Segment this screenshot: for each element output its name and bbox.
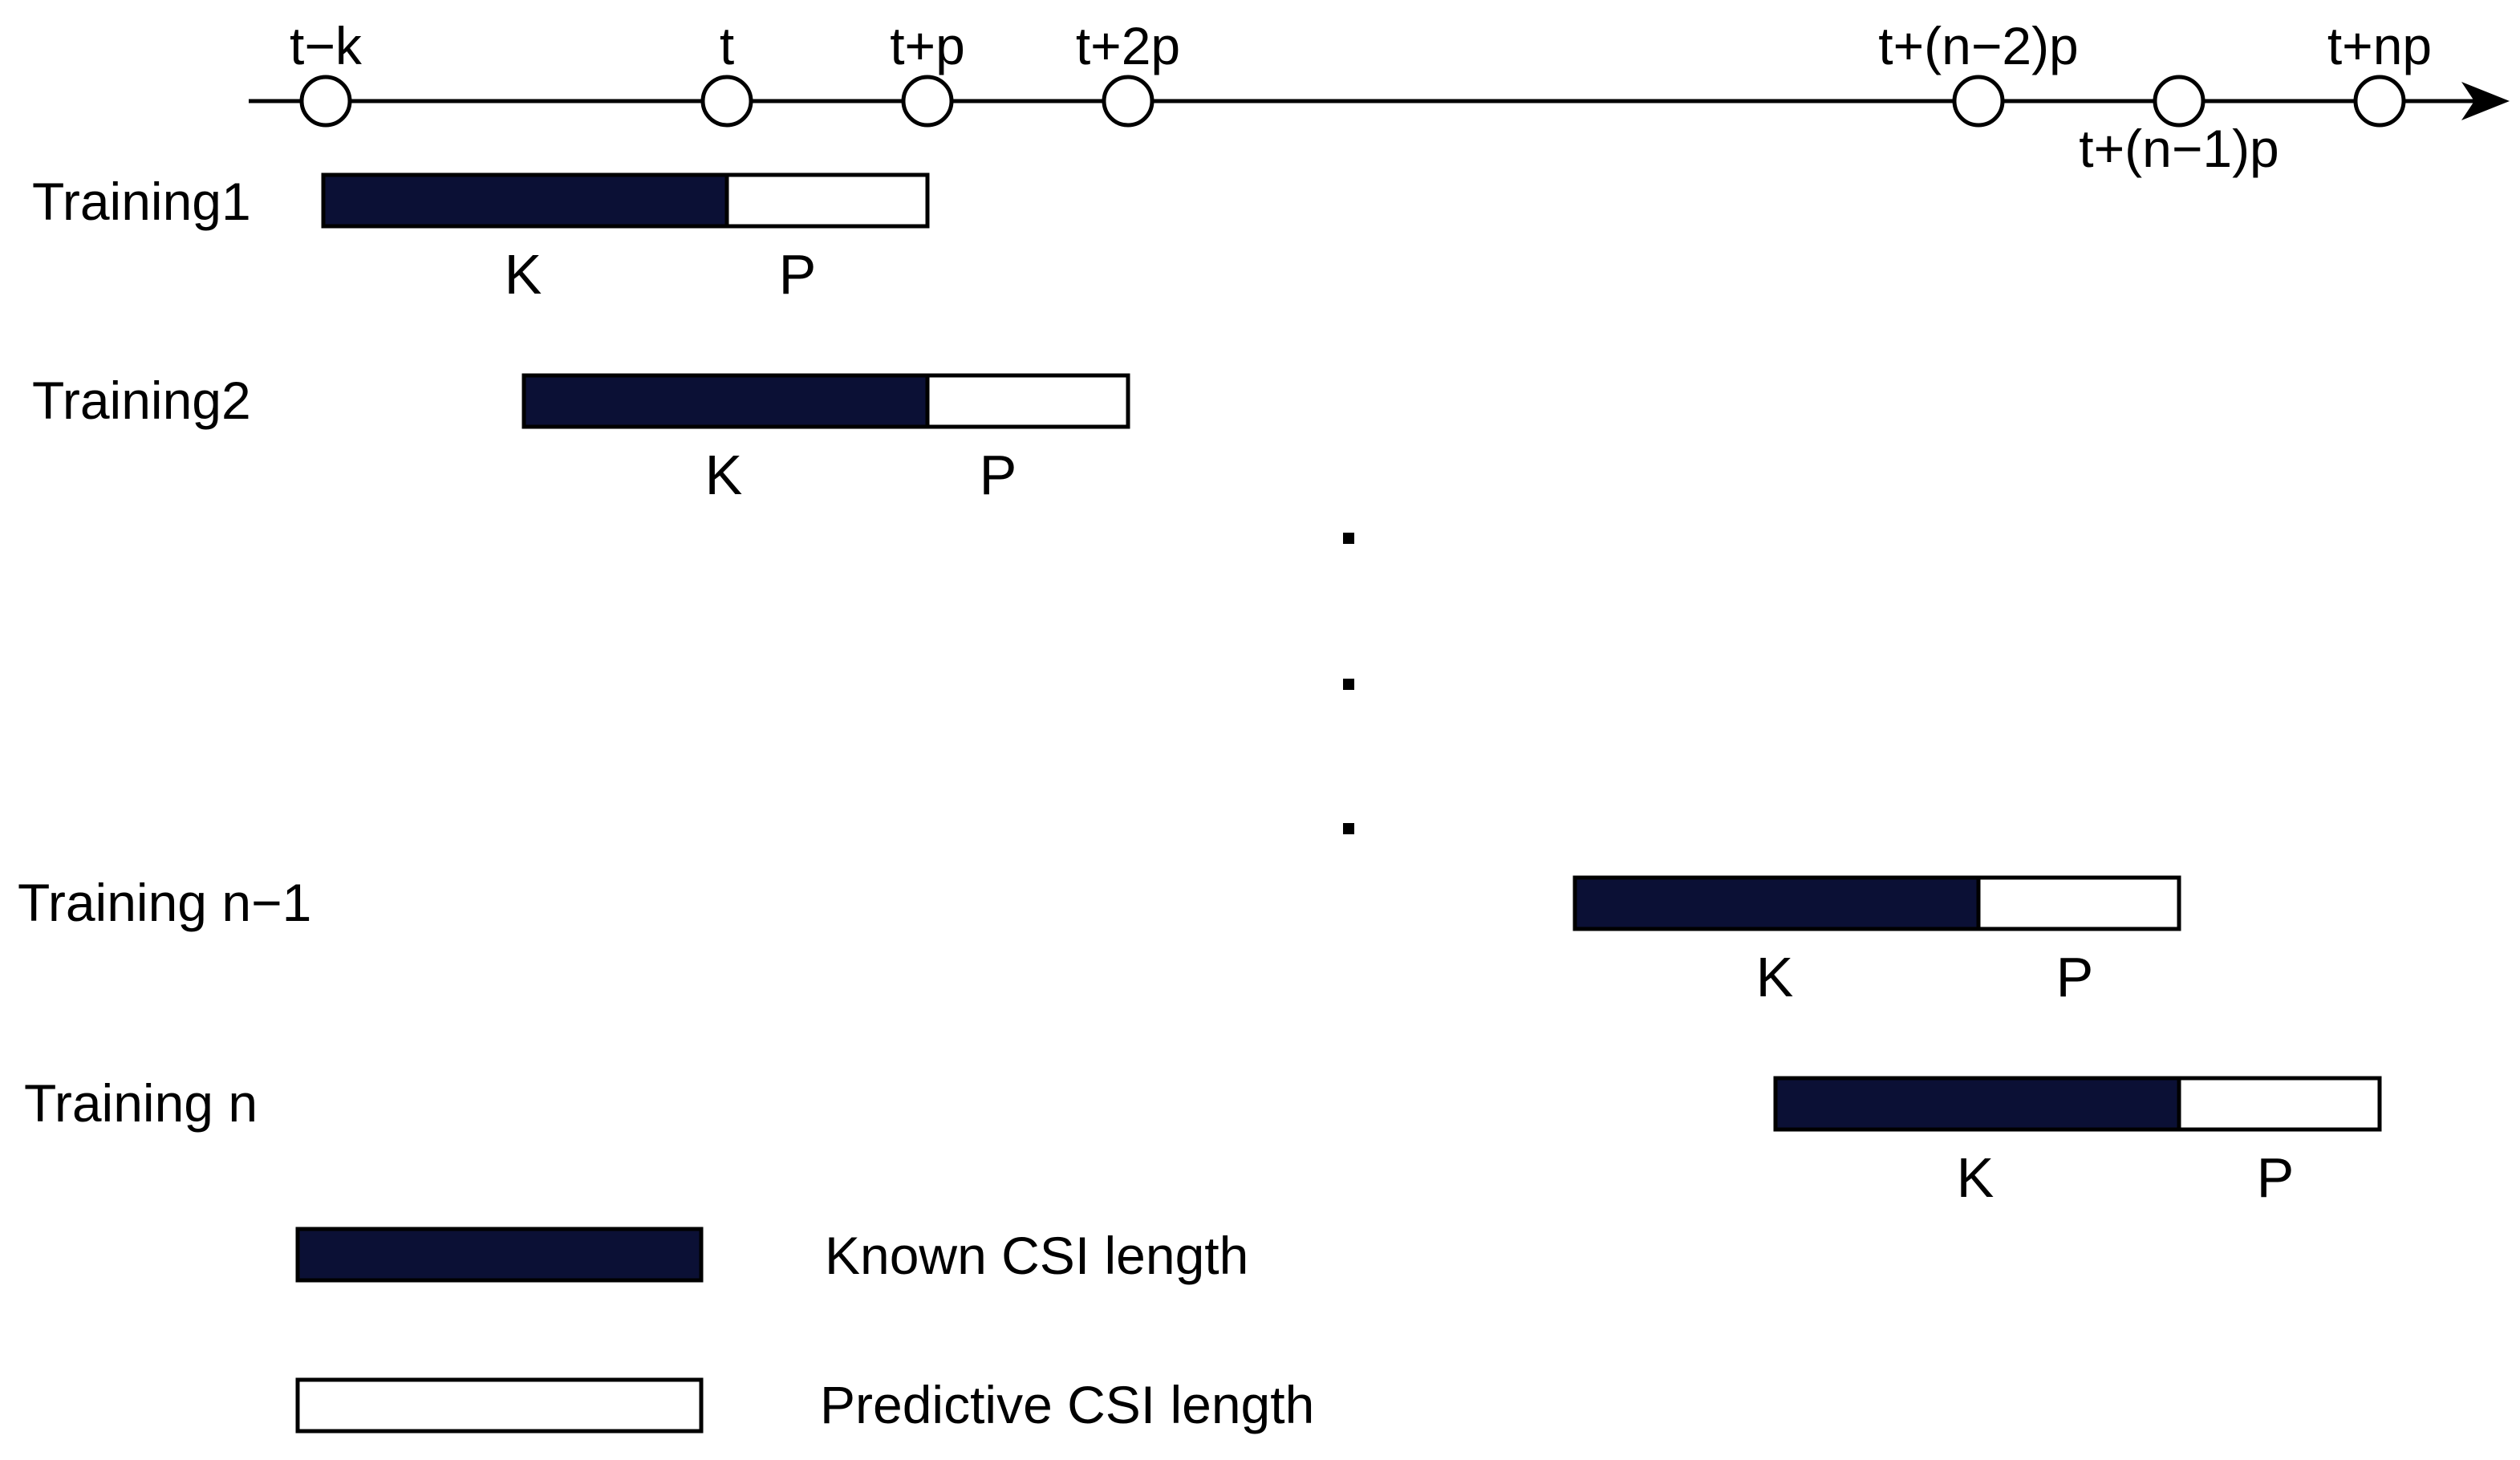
predictive-label: P [2257,1146,2295,1209]
legend-item-known: Known CSI length [295,1226,1248,1285]
known-label: K [1957,1146,1994,1209]
timeline-tick: t−k [290,16,363,128]
timeline: t−k t t+p t+2p t+(n−2)p t+(n−1)p t+np [249,16,2510,178]
tick-marker [1102,75,1154,128]
legend-swatch-known [295,1227,704,1283]
tick-marker [2353,75,2406,128]
training-row: Training n−1 K P [18,873,2181,1008]
known-segment [321,172,729,229]
training-row: Training2 K P [32,371,1130,506]
timeline-tick: t [700,16,753,128]
training-row: Training n K P [24,1073,2382,1209]
legend-label-predictive: Predictive CSI length [820,1375,1314,1434]
known-label: K [505,243,542,306]
ellipsis-dot [1343,533,1354,544]
tick-marker [2153,75,2206,128]
predictive-segment [2177,1076,2382,1132]
timeline-arrowhead [2461,82,2510,120]
tick-label: t+(n−1)p [2079,119,2279,178]
training-label: Training n−1 [18,873,311,932]
predictive-segment [925,373,1130,429]
timeline-tick: t+(n−2)p [1878,16,2079,128]
known-segment [1572,875,1981,931]
known-segment [521,373,930,429]
known-label: K [1756,946,1794,1008]
legend-label-known: Known CSI length [825,1226,1248,1285]
timeline-tick: t+2p [1076,16,1180,128]
legend: Known CSI length Predictive CSI length [295,1226,1314,1434]
tick-label: t−k [290,16,363,75]
predictive-label: P [980,444,1017,506]
timeline-tick: t+(n−1)p [2079,75,2279,178]
training-label: Training n [24,1073,258,1133]
legend-swatch-predictive [295,1377,704,1434]
tick-marker [700,75,753,128]
tick-marker [901,75,954,128]
known-label: K [705,444,743,506]
ellipsis-dot [1343,679,1354,690]
training-label: Training1 [32,172,251,231]
predictive-segment [724,172,930,229]
tick-label: t+p [890,16,965,75]
legend-item-predictive: Predictive CSI length [295,1375,1314,1434]
tick-label: t+np [2327,16,2432,75]
predictive-label: P [779,243,817,306]
training-label: Training2 [32,371,251,430]
predictive-label: P [2056,946,2094,1008]
tick-marker [1952,75,2005,128]
training-row: Training1 K P [32,172,930,306]
timeline-tick: t+p [890,16,965,128]
tick-label: t [720,16,734,75]
tick-marker [299,75,352,128]
vertical-ellipsis: ... [1343,533,1354,834]
known-segment [1773,1076,2181,1132]
tick-label: t+(n−2)p [1878,16,2079,75]
timeline-tick: t+np [2327,16,2432,128]
tick-label: t+2p [1076,16,1180,75]
predictive-segment [1976,875,2181,931]
ellipsis-dot [1343,823,1354,834]
